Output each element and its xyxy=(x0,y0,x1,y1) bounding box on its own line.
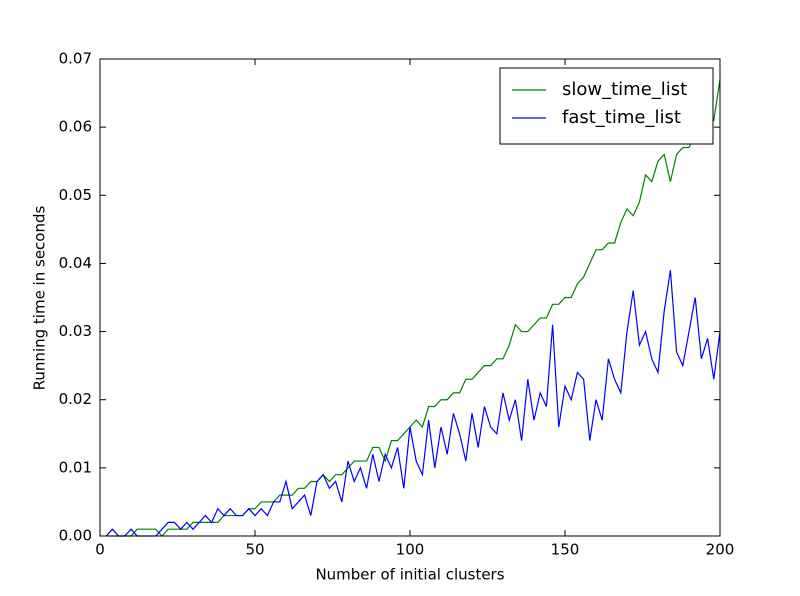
legend-label: slow_time_list xyxy=(562,79,687,100)
x-tick-label: 100 xyxy=(396,541,425,559)
x-axis-label: Number of initial clusters xyxy=(315,566,504,584)
y-tick-label: 0.06 xyxy=(59,118,92,136)
legend: slow_time_list fast_time_list xyxy=(499,67,714,145)
y-tick-label: 0.00 xyxy=(59,527,92,545)
y-tick-label: 0.05 xyxy=(59,186,92,204)
y-tick-label: 0.03 xyxy=(59,322,92,340)
x-tick-label: 0 xyxy=(95,541,105,559)
y-axis-label: Running time in seconds xyxy=(31,205,49,390)
x-tick-label: 150 xyxy=(551,541,580,559)
x-tick-label: 200 xyxy=(706,541,735,559)
y-tick-label: 0.07 xyxy=(59,50,92,68)
data-line xyxy=(106,79,721,537)
y-tick-label: 0.02 xyxy=(59,390,92,408)
legend-label: fast_time_list xyxy=(562,107,681,128)
y-tick-label: 0.04 xyxy=(59,254,92,272)
legend-box xyxy=(499,67,714,145)
x-tick-label: 50 xyxy=(245,541,264,559)
y-tick-label: 0.01 xyxy=(59,458,92,476)
data-line xyxy=(105,270,721,537)
